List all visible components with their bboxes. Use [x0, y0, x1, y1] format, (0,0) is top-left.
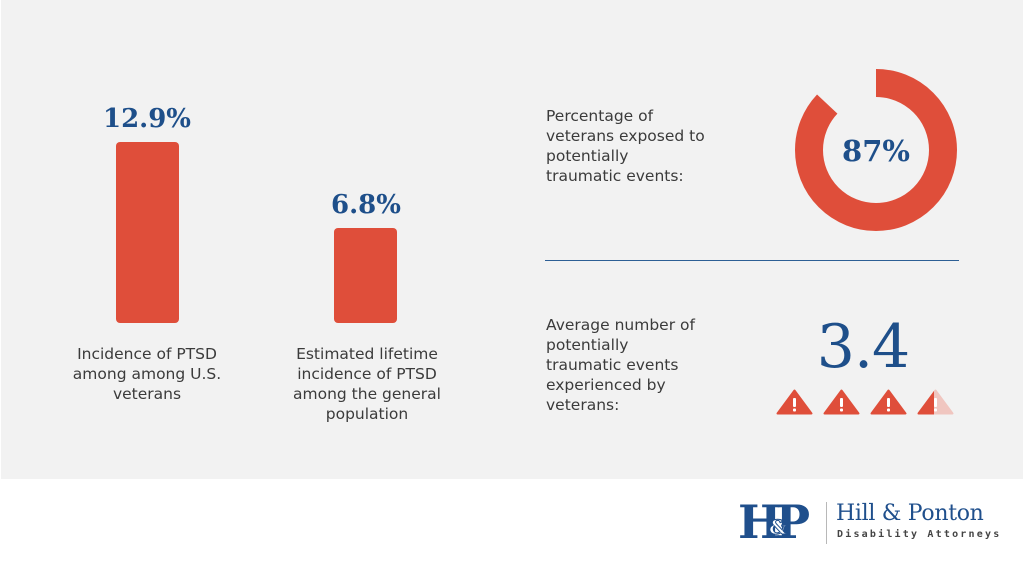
logo-ampersand: &	[768, 515, 788, 540]
warning-triangle-icon	[870, 389, 907, 415]
warning-triangle-icon	[823, 389, 860, 415]
hill-ponton-logo: HP & Hill & Ponton Disability Attorneys	[738, 498, 1002, 548]
bar-veterans-ptsd	[116, 142, 179, 323]
warning-triangle-icon	[776, 389, 813, 415]
bar-label-veterans: Incidence of PTSD among among U.S. veter…	[72, 345, 222, 403]
exposure-value: 87%	[842, 134, 910, 168]
bar-value-veterans: 12.9%	[102, 104, 192, 134]
bar-general-ptsd	[334, 228, 397, 323]
warning-triangle-partial-icon	[917, 389, 954, 415]
warning-icon-row	[776, 389, 954, 415]
logo-divider	[826, 502, 827, 544]
bar-label-general: Estimated lifetime incidence of PTSD amo…	[293, 345, 441, 423]
bar-value-general: 6.8%	[331, 190, 401, 220]
events-value: 3.4	[816, 312, 910, 382]
exposure-donut-chart	[795, 69, 957, 231]
events-label: Average number of potentially traumatic …	[546, 316, 695, 414]
logo-tagline: Disability Attorneys	[837, 529, 1002, 540]
exposure-label: Percentage of veterans exposed to potent…	[546, 107, 705, 185]
logo-name: Hill & Ponton	[836, 501, 984, 526]
section-divider	[545, 260, 959, 261]
